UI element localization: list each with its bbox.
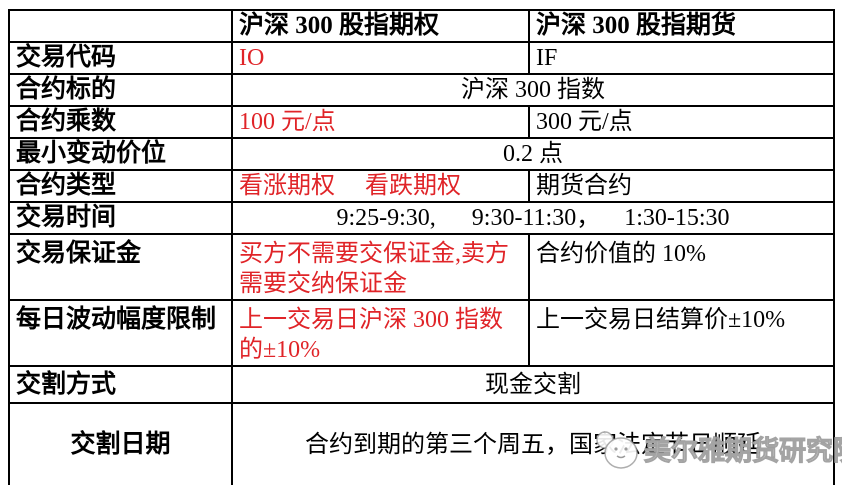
label-settlement-date: 交割日期	[8, 402, 233, 485]
value-option-multiplier: 100 元/点	[231, 105, 530, 139]
row-tick-size: 最小变动价位 0.2 点	[8, 137, 835, 171]
value-future-margin: 合约价值的 10%	[528, 233, 835, 301]
value-merged-settlement-method: 现金交割	[231, 365, 835, 404]
value-merged-trading-hours: 9:25-9:30, 9:30-11:30， 1:30-15:30	[231, 201, 835, 235]
label-trading-hours: 交易时间	[8, 201, 233, 235]
value-merged-underlying: 沪深 300 指数	[231, 73, 835, 107]
value-future-daily-limit: 上一交易日结算价±10%	[528, 299, 835, 367]
value-option-contract-type: 看涨期权 看跌期权	[231, 169, 530, 203]
row-trading-code: 交易代码 IO IF	[8, 41, 835, 75]
row-settlement-method: 交割方式 现金交割	[8, 365, 835, 404]
label-settlement-method: 交割方式	[8, 365, 233, 404]
label-multiplier: 合约乘数	[8, 105, 233, 139]
table-header-row: 沪深 300 股指期权 沪深 300 股指期货	[8, 9, 835, 43]
value-option-trading-code: IO	[231, 41, 530, 75]
header-empty-cell	[8, 9, 233, 43]
row-multiplier: 合约乘数 100 元/点 300 元/点	[8, 105, 835, 139]
value-future-contract-type: 期货合约	[528, 169, 835, 203]
value-merged-tick-size: 0.2 点	[231, 137, 835, 171]
header-future-column: 沪深 300 股指期货	[528, 9, 835, 43]
row-daily-limit: 每日波动幅度限制 上一交易日沪深 300 指数 的±10% 上一交易日结算价±1…	[8, 299, 835, 367]
row-margin: 交易保证金 买方不需要交保证金,卖方 需要交纳保证金 合约价值的 10%	[8, 233, 835, 301]
row-trading-hours: 交易时间 9:25-9:30, 9:30-11:30， 1:30-15:30	[8, 201, 835, 235]
label-contract-type: 合约类型	[8, 169, 233, 203]
label-tick-size: 最小变动价位	[8, 137, 233, 171]
contract-comparison-table: 沪深 300 股指期权 沪深 300 股指期货 交易代码 IO IF 合约标的 …	[8, 9, 835, 485]
value-future-trading-code: IF	[528, 41, 835, 75]
row-contract-type: 合约类型 看涨期权 看跌期权 期货合约	[8, 169, 835, 203]
row-settlement-date: 交割日期 合约到期的第三个周五，国家法定节日顺延	[8, 402, 835, 485]
label-daily-limit: 每日波动幅度限制	[8, 299, 233, 367]
value-option-daily-limit: 上一交易日沪深 300 指数 的±10%	[231, 299, 530, 367]
header-option-column: 沪深 300 股指期权	[231, 9, 530, 43]
value-merged-settlement-date: 合约到期的第三个周五，国家法定节日顺延	[231, 402, 835, 485]
label-underlying: 合约标的	[8, 73, 233, 107]
label-trading-code: 交易代码	[8, 41, 233, 75]
value-future-multiplier: 300 元/点	[528, 105, 835, 139]
row-underlying: 合约标的 沪深 300 指数	[8, 73, 835, 107]
value-option-margin: 买方不需要交保证金,卖方 需要交纳保证金	[231, 233, 530, 301]
label-margin: 交易保证金	[8, 233, 233, 301]
